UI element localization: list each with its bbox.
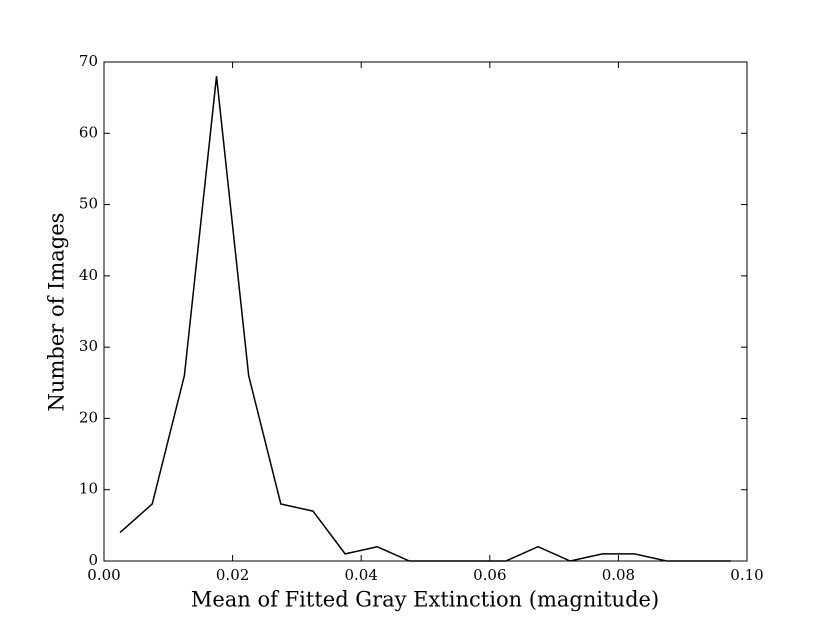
y-tick-label: 50: [79, 195, 98, 213]
y-tick-label: 70: [79, 52, 98, 70]
y-tick-label: 0: [88, 551, 98, 569]
x-axis-label: Mean of Fitted Gray Extinction (magnitud…: [191, 588, 659, 612]
x-tick-label: 0.08: [602, 566, 635, 584]
y-tick-label: 60: [79, 123, 98, 141]
y-tick-label: 10: [79, 480, 98, 498]
y-tick-label: 20: [79, 408, 98, 426]
plot-frame: [103, 61, 748, 562]
x-tick-label: 0.02: [216, 566, 249, 584]
x-tick-label: 0.04: [344, 566, 377, 584]
x-tick-label: 0.00: [87, 566, 120, 584]
y-axis-label: Number of Images: [45, 213, 69, 412]
y-tick-label: 40: [79, 266, 98, 284]
y-tick-label: 30: [79, 337, 98, 355]
x-tick-label: 0.06: [473, 566, 506, 584]
x-tick-label: 0.10: [730, 566, 763, 584]
